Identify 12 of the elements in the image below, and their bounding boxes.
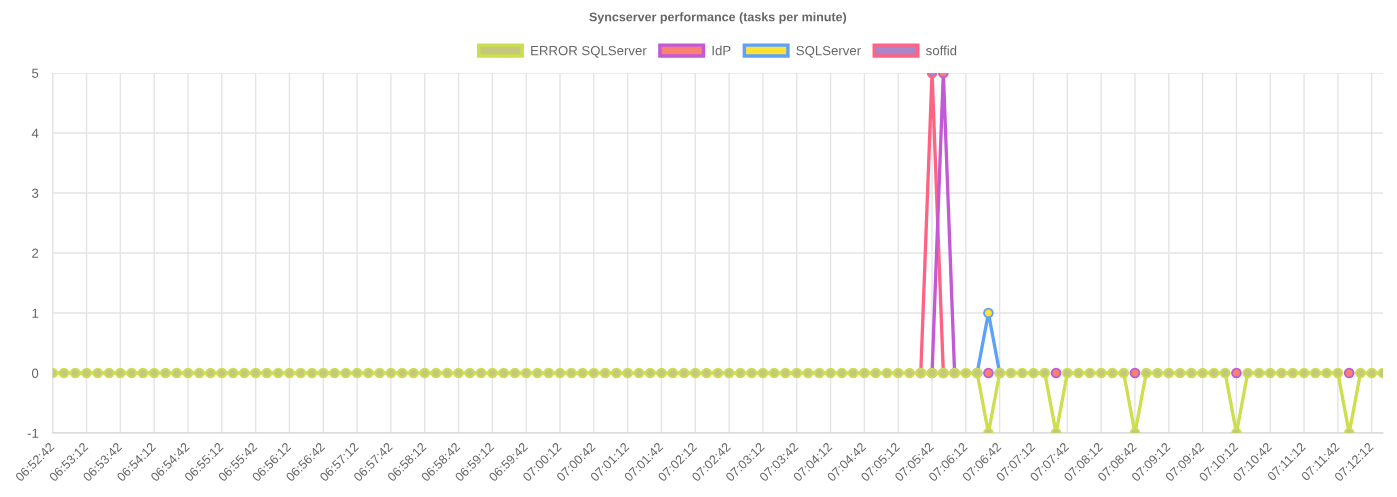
chart-title: Syncserver performance (tasks per minute) [589, 12, 847, 24]
y-tick-label: 4 [31, 128, 39, 138]
legend-label: IdP [712, 45, 731, 56]
y-tick-label: 2 [32, 248, 39, 258]
y-tick-label: -1 [27, 428, 39, 438]
y-tick-label: 0 [31, 368, 39, 378]
legend-label: SQLServer [796, 45, 861, 58]
legend-label: ERROR SQLServer [531, 45, 647, 58]
legend-label: soffid [926, 45, 957, 56]
y-tick-label: 3 [31, 188, 39, 198]
y-tick-label: 1 [32, 308, 39, 318]
y-tick-label: 5 [32, 68, 39, 78]
